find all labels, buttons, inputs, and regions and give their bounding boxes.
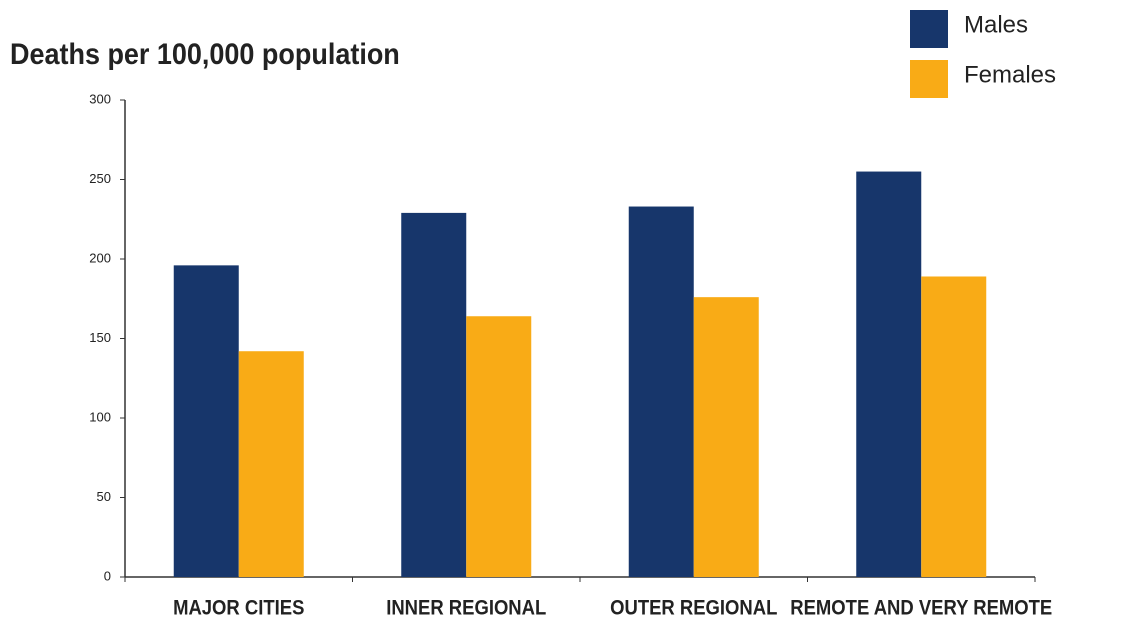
legend-swatch bbox=[910, 10, 948, 48]
bar bbox=[921, 276, 987, 577]
x-tick-label: INNER REGIONAL bbox=[386, 596, 546, 619]
y-tick-label: 200 bbox=[89, 250, 111, 265]
bar bbox=[238, 351, 304, 577]
legend-swatch bbox=[910, 60, 948, 98]
legend-label: Females bbox=[964, 61, 1056, 88]
x-tick-label: MAJOR CITIES bbox=[173, 596, 304, 619]
bar bbox=[693, 297, 759, 577]
bar bbox=[628, 206, 694, 577]
legend-label: Males bbox=[964, 11, 1028, 38]
y-tick-label: 150 bbox=[89, 330, 111, 345]
bar bbox=[401, 212, 467, 577]
y-tick-label: 250 bbox=[89, 171, 111, 186]
x-tick-label: OUTER REGIONAL bbox=[610, 596, 777, 619]
y-tick-label: 50 bbox=[97, 489, 111, 504]
bar bbox=[466, 316, 532, 577]
y-tick-label: 0 bbox=[104, 568, 111, 583]
x-tick-label: REMOTE AND VERY REMOTE bbox=[790, 596, 1052, 619]
y-tick-label: 100 bbox=[89, 409, 111, 424]
chart-title: Deaths per 100,000 population bbox=[10, 38, 400, 72]
bar bbox=[856, 171, 922, 578]
bar bbox=[173, 265, 239, 577]
y-tick-label: 300 bbox=[89, 91, 111, 106]
